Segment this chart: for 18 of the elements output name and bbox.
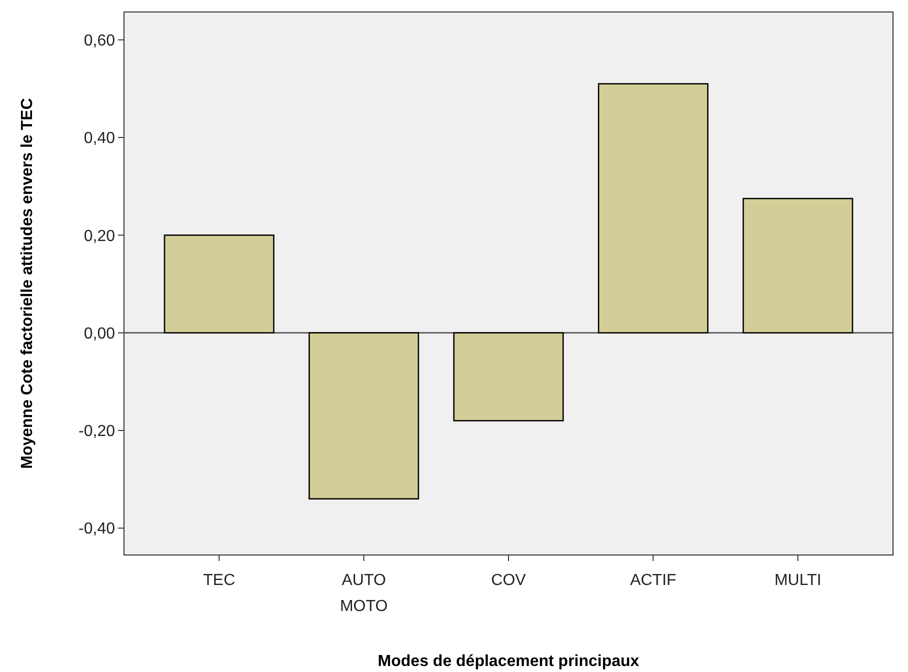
x-tick-label: AUTO MOTO — [340, 572, 388, 615]
y-tick-label: 0,40 — [84, 130, 116, 148]
bar — [598, 83, 708, 334]
x-tick-label: ACTIF — [630, 572, 677, 589]
y-tick-label: -0,20 — [78, 423, 116, 440]
bar — [453, 332, 564, 422]
x-tick-label: COV — [491, 572, 526, 589]
y-tick-label: 0,60 — [84, 32, 116, 50]
x-axis-title: Modes de déplacement principaux — [378, 653, 640, 670]
y-tick-label: -0,40 — [78, 520, 116, 538]
y-tick-label: 0,20 — [84, 228, 116, 245]
x-tick-label: TEC — [203, 572, 236, 589]
x-tick-label: MULTI — [774, 572, 822, 589]
bar — [164, 234, 274, 334]
bar — [308, 332, 420, 500]
y-tick-label: 0,00 — [84, 325, 116, 342]
y-axis-title: Moyenne Cote factorielle attitudes envers le TEC — [19, 98, 36, 469]
bar — [742, 198, 854, 334]
